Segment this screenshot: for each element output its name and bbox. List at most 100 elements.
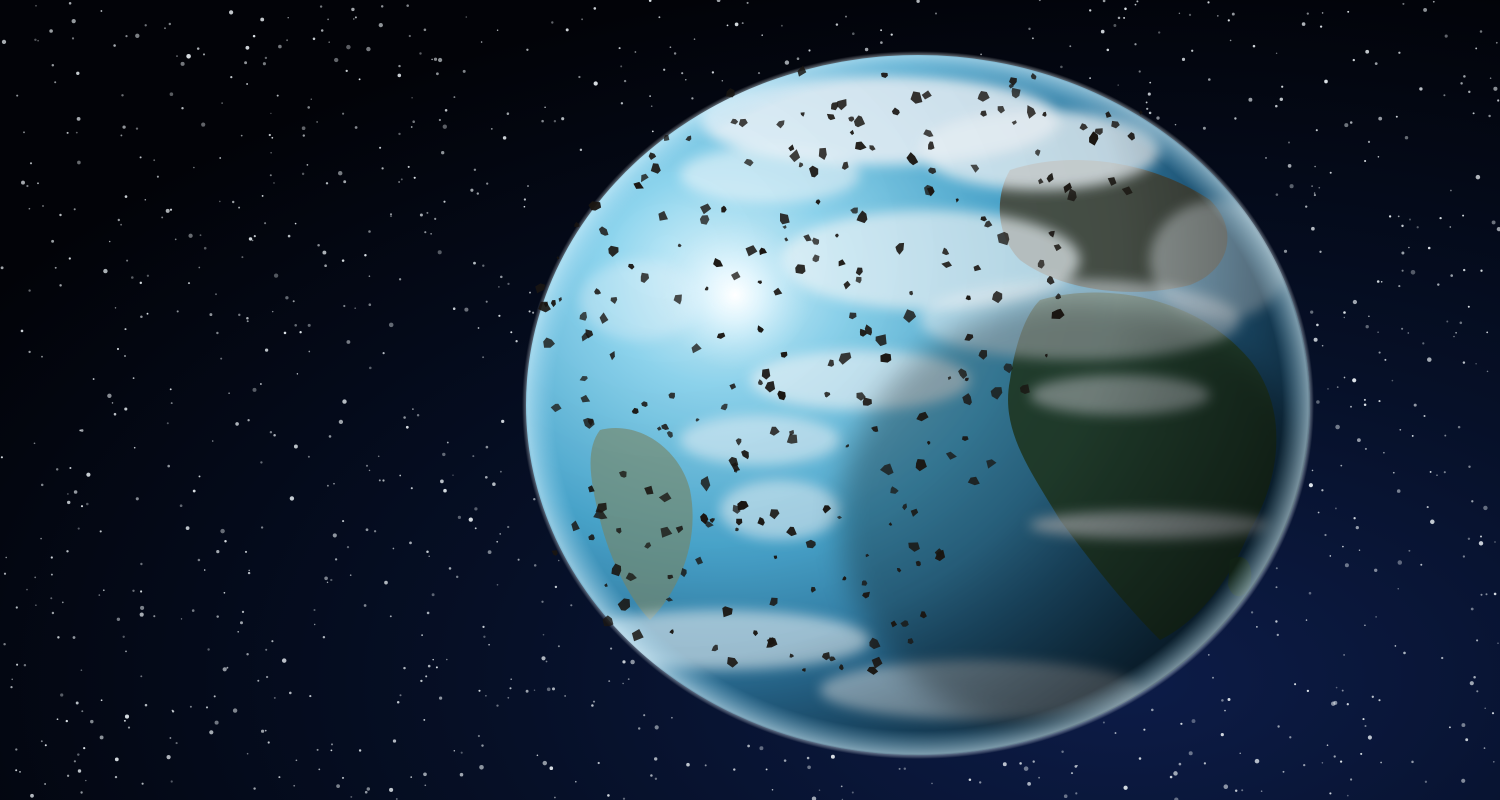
space-debris-field — [535, 65, 1143, 675]
star — [260, 383, 262, 385]
star — [392, 547, 395, 550]
star — [733, 768, 736, 771]
star — [388, 322, 394, 328]
star — [1207, 654, 1210, 656]
star — [620, 102, 624, 105]
star — [1306, 689, 1310, 693]
star — [1148, 111, 1152, 115]
star — [1123, 16, 1126, 19]
star — [1489, 77, 1492, 79]
debris-fragment — [984, 220, 993, 228]
debris-fragment — [598, 226, 609, 236]
star — [1019, 762, 1022, 765]
star — [260, 17, 265, 22]
star — [1061, 750, 1064, 753]
star — [307, 455, 310, 458]
star — [132, 377, 135, 379]
debris-fragment — [907, 638, 914, 645]
star — [1173, 771, 1178, 776]
star — [1231, 12, 1235, 16]
star — [373, 530, 377, 533]
star — [1377, 156, 1380, 158]
star — [316, 748, 319, 751]
star — [244, 550, 248, 553]
star — [295, 759, 298, 762]
star — [116, 347, 120, 351]
star — [75, 131, 78, 134]
star — [607, 794, 610, 797]
star — [26, 184, 29, 188]
star — [1410, 270, 1416, 275]
star — [1151, 708, 1154, 712]
star — [443, 200, 446, 203]
debris-fragment — [992, 290, 1003, 304]
star — [198, 266, 201, 269]
star — [517, 558, 520, 561]
star — [3, 572, 7, 575]
debris-fragment — [964, 377, 969, 382]
star — [412, 408, 414, 410]
debris-fragment — [802, 668, 806, 672]
debris-fragment — [855, 141, 867, 151]
star — [50, 556, 53, 559]
star — [492, 482, 496, 486]
debris-fragment — [789, 149, 801, 163]
debris-fragment — [800, 112, 805, 117]
debris-fragment — [900, 620, 909, 627]
debris-fragment — [758, 379, 763, 386]
debris-fragment — [700, 203, 712, 215]
star — [663, 68, 666, 71]
star — [428, 555, 430, 557]
star — [202, 53, 206, 56]
star — [192, 489, 196, 493]
star — [437, 57, 443, 63]
star — [23, 131, 25, 134]
star — [1426, 506, 1429, 509]
debris-fragment — [1121, 186, 1133, 196]
star — [446, 658, 448, 661]
debris-fragment — [716, 332, 726, 339]
star — [498, 286, 500, 288]
star — [179, 504, 183, 508]
star — [1465, 738, 1469, 742]
star — [293, 784, 296, 787]
star — [220, 528, 225, 534]
debris-fragment — [862, 397, 872, 406]
star — [262, 62, 266, 66]
star — [1275, 104, 1278, 108]
star — [0, 266, 4, 270]
debris-fragment — [641, 173, 649, 183]
star — [247, 571, 251, 575]
star — [1462, 214, 1465, 217]
debris-fragment — [633, 181, 644, 189]
debris-fragment — [737, 500, 749, 511]
star — [499, 470, 502, 473]
star — [232, 708, 238, 713]
star — [265, 675, 269, 679]
star — [286, 39, 289, 42]
star — [1448, 726, 1451, 729]
star — [1374, 62, 1378, 65]
star — [1276, 633, 1279, 637]
star — [693, 38, 696, 40]
star — [553, 120, 557, 123]
star — [1305, 205, 1308, 208]
star — [1134, 43, 1137, 46]
debris-fragment — [941, 261, 952, 268]
debris-fragment — [713, 258, 724, 268]
star — [421, 634, 423, 636]
star — [880, 41, 883, 44]
star — [216, 331, 219, 335]
star — [28, 207, 31, 210]
star — [220, 357, 223, 360]
star — [575, 780, 577, 783]
star — [1475, 47, 1478, 50]
star — [49, 29, 53, 33]
star — [1364, 724, 1367, 728]
star — [1364, 447, 1367, 450]
star — [741, 22, 744, 25]
star — [66, 774, 70, 777]
star — [166, 755, 171, 760]
star — [546, 687, 551, 692]
